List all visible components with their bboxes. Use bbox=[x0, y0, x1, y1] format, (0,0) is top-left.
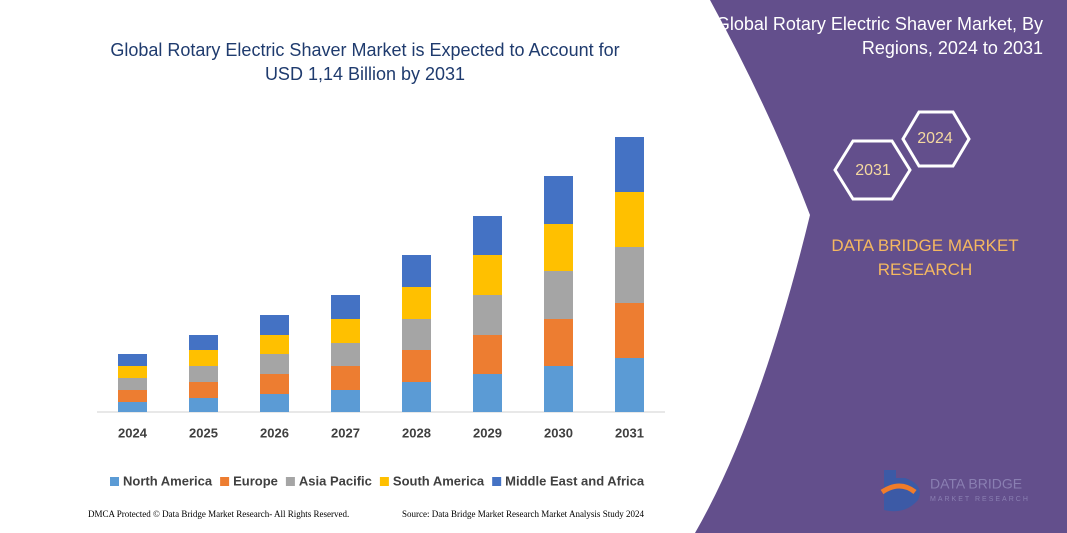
bar-segment bbox=[118, 354, 147, 366]
bar-segment bbox=[260, 374, 289, 394]
x-tick-label: 2025 bbox=[189, 425, 218, 440]
logo-text: DATA BRIDGE bbox=[930, 476, 1022, 492]
legend-label: Middle East and Africa bbox=[505, 473, 645, 488]
legend-label: Europe bbox=[233, 473, 278, 488]
bar-segment bbox=[118, 402, 147, 412]
bar-segment bbox=[402, 287, 431, 319]
logo: DATA BRIDGE MARKET RESEARCH bbox=[880, 470, 1030, 512]
bar-segment bbox=[473, 255, 502, 295]
bar-segment bbox=[473, 216, 502, 255]
x-tick-label: 2028 bbox=[402, 425, 431, 440]
chart-title: Global Rotary Electric Shaver Market is … bbox=[110, 40, 620, 84]
legend-label: Asia Pacific bbox=[299, 473, 372, 488]
bar-segment bbox=[615, 137, 644, 192]
logo-icon bbox=[884, 470, 920, 512]
legend-swatch bbox=[285, 477, 295, 486]
bar-segment bbox=[402, 255, 431, 287]
bar-segment bbox=[331, 319, 360, 343]
x-tick-label: 2026 bbox=[260, 425, 289, 440]
bar-segment bbox=[473, 335, 502, 374]
bar-segment bbox=[118, 366, 147, 378]
bar-segment bbox=[260, 335, 289, 354]
bar-segment bbox=[118, 390, 147, 402]
logo-text: MARKET RESEARCH bbox=[930, 496, 1030, 503]
x-tick-label: 2027 bbox=[331, 425, 360, 440]
x-tick-label: 2031 bbox=[615, 425, 644, 440]
bar-segment bbox=[331, 366, 360, 390]
bar-segment bbox=[189, 366, 218, 382]
bar-segment bbox=[118, 378, 147, 390]
side-panel bbox=[695, 0, 1067, 533]
hexagon bbox=[901, 110, 971, 168]
bar-segment bbox=[189, 350, 218, 366]
bar-segment bbox=[402, 382, 431, 412]
bar-segment bbox=[473, 295, 502, 335]
hexagon bbox=[833, 139, 912, 201]
hex-label: 2031 bbox=[855, 162, 891, 179]
bar-segment bbox=[331, 295, 360, 319]
legend-label: North America bbox=[123, 473, 213, 488]
bar-segment bbox=[473, 374, 502, 412]
bar-segment bbox=[615, 358, 644, 412]
footer-left: DMCA Protected © Data Bridge Market Rese… bbox=[88, 509, 350, 519]
legend-swatch bbox=[110, 477, 119, 486]
x-tick-label: 2024 bbox=[118, 425, 148, 440]
x-tick-label: 2030 bbox=[544, 425, 573, 440]
bar-segment bbox=[189, 335, 218, 350]
legend-swatch bbox=[379, 477, 389, 486]
bar-segment bbox=[260, 394, 289, 412]
x-tick-label: 2029 bbox=[473, 425, 502, 440]
bar-segment bbox=[544, 319, 573, 366]
bar-segment bbox=[544, 366, 573, 412]
logo-icon bbox=[880, 483, 917, 495]
bar-segment bbox=[615, 192, 644, 247]
legend-swatch bbox=[220, 477, 230, 486]
panel-title: Global Rotary Electric Shaver Market, By… bbox=[715, 14, 1043, 58]
bar-segment bbox=[260, 315, 289, 335]
brand: DATA BRIDGE MARKET RESEARCH bbox=[831, 236, 1019, 279]
bar-segment bbox=[544, 176, 573, 224]
bar-segment bbox=[544, 224, 573, 271]
legend-label: South America bbox=[393, 473, 485, 488]
hex-label: 2024 bbox=[917, 130, 953, 147]
bar-segment bbox=[331, 343, 360, 366]
bar-segment bbox=[615, 247, 644, 303]
bar-segment bbox=[189, 398, 218, 412]
footer-right: Source: Data Bridge Market Research Mark… bbox=[402, 509, 644, 519]
legend-swatch bbox=[492, 477, 502, 486]
bar-segment bbox=[402, 319, 431, 350]
bar-segment bbox=[402, 350, 431, 382]
bar-segment bbox=[189, 382, 218, 398]
bar-segment bbox=[260, 354, 289, 374]
bar-segment bbox=[544, 271, 573, 319]
bar-segment bbox=[615, 303, 644, 358]
bar-segment bbox=[331, 390, 360, 412]
